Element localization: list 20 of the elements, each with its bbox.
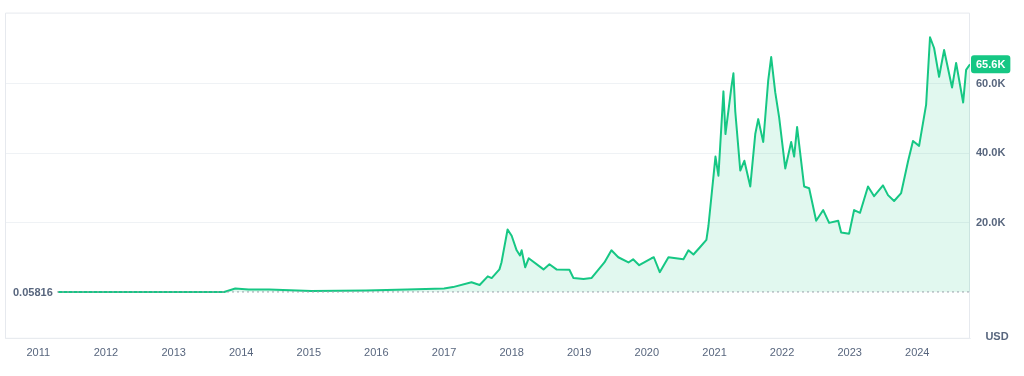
y-tick-label: 60.0K bbox=[976, 76, 1006, 89]
x-tick-label: 2019 bbox=[566, 346, 592, 359]
y-tick-label: 40.0K bbox=[976, 146, 1006, 159]
x-tick-label: 2020 bbox=[634, 346, 660, 359]
x-tick-label: 2018 bbox=[499, 346, 524, 359]
y-tick-label: 20.0K bbox=[976, 215, 1006, 228]
x-tick-label: 2014 bbox=[228, 346, 254, 359]
x-tick-label: 2016 bbox=[364, 346, 389, 359]
x-tick-label: 2017 bbox=[431, 346, 457, 359]
x-tick-label: 2023 bbox=[837, 346, 862, 359]
annotation: 65.6K bbox=[976, 58, 1006, 71]
x-tick-label: 2022 bbox=[769, 346, 795, 359]
x-tick-label: 2021 bbox=[702, 346, 727, 359]
x-tick-label: 2013 bbox=[161, 346, 186, 359]
y-axis-title: USD bbox=[985, 329, 1009, 342]
x-tick-label: 2012 bbox=[93, 346, 119, 359]
x-tick-label: 2015 bbox=[296, 346, 322, 359]
x-tick-label: 2024 bbox=[905, 346, 930, 359]
x-tick-label: 2011 bbox=[26, 346, 51, 359]
ref-line-label: 0.05816 bbox=[13, 285, 53, 298]
